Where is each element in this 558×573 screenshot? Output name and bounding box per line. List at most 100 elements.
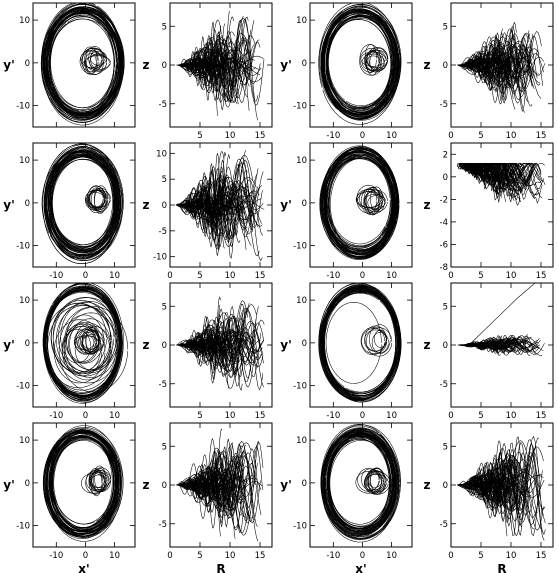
x-tick-label: 5	[197, 131, 202, 141]
orbit-trajectory	[457, 21, 546, 113]
panel-row2-col2: 0 5 10 15 -10 -5 0 5 10 z	[143, 142, 273, 281]
y-tick-label: -10	[293, 242, 307, 252]
y-tick-label: 10	[19, 436, 30, 446]
panel-row3-col2: 5 10 15 -5 0 5 z	[143, 282, 273, 421]
x-axis-label: R	[216, 562, 225, 573]
x-tick-label: 15	[255, 551, 266, 561]
y-tick-label: -5	[159, 520, 167, 530]
y-tick-label: 5	[443, 442, 448, 452]
y-tick-label: 0	[162, 481, 167, 491]
plot-frame	[32, 2, 136, 128]
x-tick-label: 10	[109, 411, 120, 421]
y-tick-label: 0	[162, 61, 167, 71]
x-tick-label: 10	[506, 131, 517, 141]
y-tick-label: 0	[302, 339, 307, 349]
y-tick-label: 0	[162, 201, 167, 211]
x-tick-label: 0	[83, 411, 88, 421]
plot-frame	[32, 142, 136, 268]
y-tick-label: 5	[162, 302, 167, 312]
y-tick-label: -10	[16, 242, 30, 252]
x-tick-label: 5	[478, 551, 483, 561]
y-axis-label: y'	[280, 58, 292, 72]
panel-row1-col2: 5 10 15 -5 0 5 z	[143, 2, 273, 141]
panel-row3-col4: 0 5 10 15 -5 0 5 z	[424, 282, 554, 421]
y-tick-label: 0	[302, 199, 307, 209]
orbit-trajectory	[318, 283, 402, 403]
y-tick-label: -6	[440, 240, 448, 250]
y-tick-label: -8	[440, 263, 448, 273]
x-tick-label: 10	[386, 131, 397, 141]
y-tick-label: 5	[443, 302, 448, 312]
orbit-trajectory	[319, 145, 400, 260]
plot-frame	[309, 142, 413, 268]
x-tick-label: -10	[326, 271, 340, 281]
y-tick-label: -10	[153, 253, 167, 263]
y-tick-label: 2	[443, 150, 448, 160]
orbit-trajectory	[176, 11, 265, 121]
y-tick-label: -2	[440, 195, 448, 205]
y-axis-label: z	[143, 198, 150, 212]
y-tick-label: 10	[19, 156, 30, 166]
panel-row4-col2: 0 5 10 15 -5 0 5 z R	[143, 422, 273, 573]
y-tick-label: 10	[296, 16, 307, 26]
x-tick-label: 10	[506, 551, 517, 561]
x-tick-label: 15	[536, 411, 547, 421]
x-tick-label: 0	[360, 131, 365, 141]
x-tick-label: -10	[326, 551, 340, 561]
x-tick-label: 0	[167, 551, 172, 561]
y-tick-label: -5	[440, 520, 448, 530]
plot-frame	[309, 282, 413, 408]
y-tick-label: 0	[443, 481, 448, 491]
y-axis-label: y'	[3, 478, 15, 492]
plot-frame	[32, 282, 136, 408]
x-tick-label: 5	[478, 131, 483, 141]
x-tick-label: 15	[536, 131, 547, 141]
y-tick-label: 0	[302, 59, 307, 69]
x-tick-label: 10	[506, 271, 517, 281]
y-tick-label: -4	[440, 218, 448, 228]
panel-row4-col1: -10 0 10 -10 0 10 y' x'	[3, 422, 136, 573]
y-tick-label: -10	[16, 102, 30, 112]
y-tick-label: -5	[159, 227, 167, 237]
x-tick-label: 0	[360, 411, 365, 421]
y-tick-label: -10	[16, 382, 30, 392]
orbit-trajectory	[320, 424, 401, 543]
panel-row2-col3: -10 0 10 -10 0 10 y'	[280, 142, 413, 281]
panel-row3-col3: -10 0 10 -10 0 10 y'	[280, 282, 413, 421]
x-tick-label: 10	[225, 551, 236, 561]
plot-frame	[450, 142, 554, 268]
y-tick-label: -10	[293, 382, 307, 392]
x-tick-label: 5	[197, 271, 202, 281]
y-axis-label: z	[143, 58, 150, 72]
orbit-trajectory	[456, 435, 546, 541]
x-tick-label: 10	[225, 411, 236, 421]
y-tick-label: 0	[25, 339, 30, 349]
orbit-trajectory	[456, 162, 546, 206]
y-tick-label: 0	[302, 479, 307, 489]
orbit-trajectory	[42, 283, 129, 404]
x-tick-label: 15	[255, 131, 266, 141]
panel-row1-col1: -10 0 10 y'	[3, 2, 136, 128]
orbit-trajectory	[176, 296, 265, 392]
x-tick-label: 5	[197, 411, 202, 421]
y-axis-label: z	[424, 58, 431, 72]
y-tick-label: -10	[16, 522, 30, 532]
y-axis-label: y'	[3, 198, 15, 212]
plot-frame	[309, 422, 413, 548]
y-axis-label: y'	[280, 198, 292, 212]
x-tick-label: 0	[83, 271, 88, 281]
x-axis-label: x'	[78, 562, 89, 573]
y-tick-label: 0	[25, 59, 30, 69]
panel-row2-col1: -10 0 10 -10 0 10 y'	[3, 142, 136, 281]
y-tick-label: 0	[162, 341, 167, 351]
y-axis-label: z	[424, 338, 431, 352]
panel-row4-col4: 0 5 10 15 -5 0 5 z R	[424, 422, 554, 573]
x-tick-label: 10	[109, 271, 120, 281]
x-tick-label: -10	[49, 551, 63, 561]
x-tick-label: 10	[386, 411, 397, 421]
x-tick-label: 10	[109, 551, 120, 561]
plot-frame	[32, 422, 136, 548]
y-tick-label: 5	[443, 22, 448, 32]
x-tick-label: 0	[448, 551, 453, 561]
x-tick-label: -10	[49, 271, 63, 281]
